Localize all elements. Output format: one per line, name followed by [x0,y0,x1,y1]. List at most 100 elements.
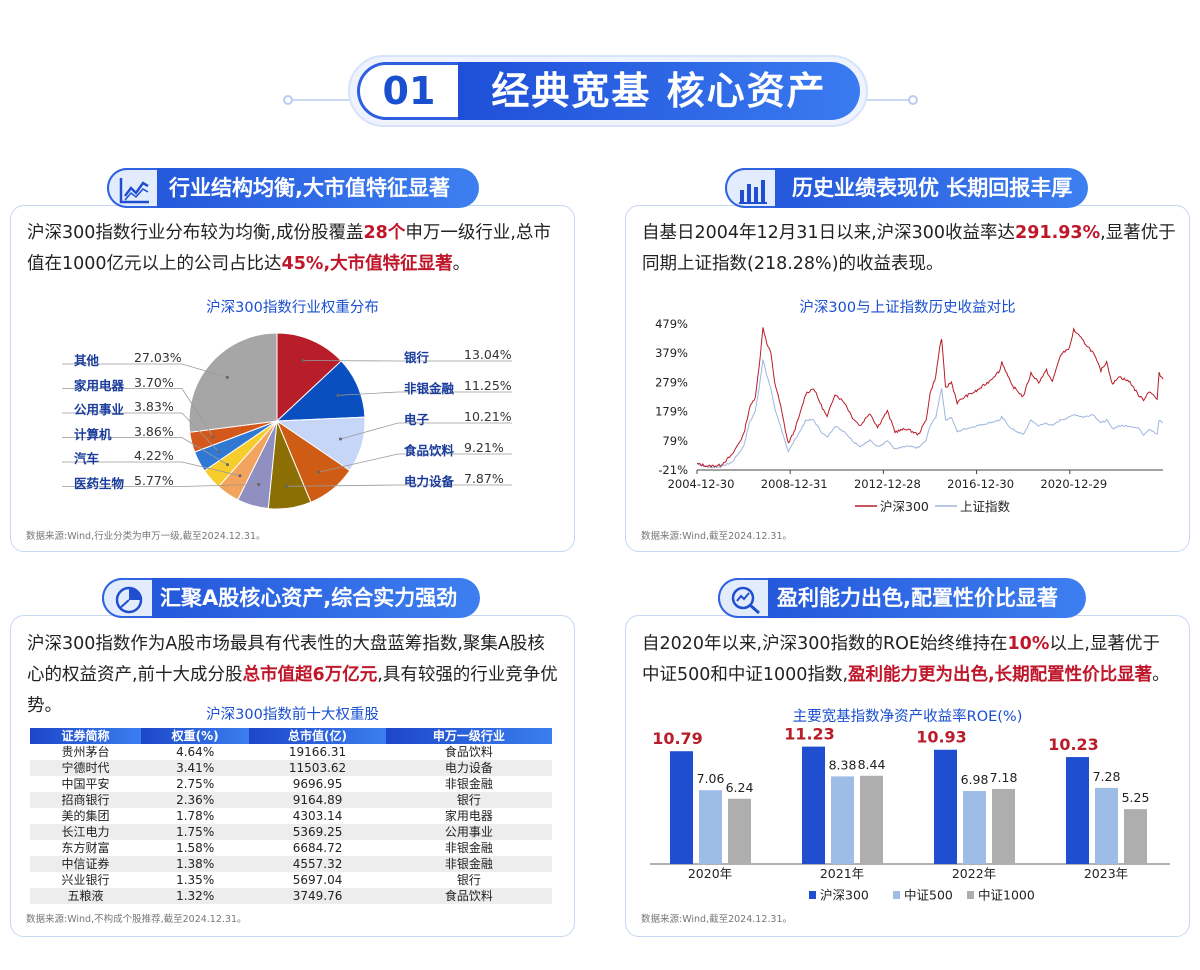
legend-swatch [893,891,900,899]
pie-legend-name: 家用电器 [74,377,125,393]
panel-industry-source: 数据来源:Wind,行业分类为申万一级,截至2024.12.31。 [26,531,266,542]
cell-industry: 非银金融 [385,856,552,872]
top-ten-holdings-table: 证券简称 权重(%) 总市值(亿) 申万一级行业 贵州茅台 4.64% 19166.… [30,728,552,904]
panel-roe-tab [718,578,1086,618]
pie-leader-line [62,437,228,465]
line-chart-title: 沪深300与上证指数历史收益对比 [799,300,1016,316]
cell-mktcap: 5697.04 [292,872,343,887]
pie-legend-name: 电子 [404,412,430,427]
x-tick-label: 2020-12-29 [1040,477,1107,491]
y-tick-label: 179% [655,405,688,419]
cell-industry: 公用事业 [385,824,552,840]
panel-history-title: 历史业绩表现优 长期回报丰厚 [792,176,1073,200]
pie-leader-dot [336,393,340,397]
cell-name: 宁德时代 [30,760,141,776]
pie-leader-line [62,412,219,452]
panel-industry-title: 行业结构均衡,大市值特征显著 [169,176,450,200]
bar-value-label: 5.25 [1122,790,1150,805]
legend-label: 沪深300 [880,499,929,514]
pie-chart-title: 沪深300指数行业权重分布 [206,300,379,316]
pie-leader-line [62,461,241,477]
pie-slice [276,332,343,423]
bar [728,798,751,864]
table-row: 兴业银行 1.35% 5697.04 银行 [30,872,552,888]
cell-name: 兴业银行 [61,872,110,887]
cell-industry: 银行 [385,792,552,808]
bar [831,776,854,864]
legend-swatch [967,891,974,899]
panel-roe-source: 数据来源:Wind,截至2024.12.31。 [641,914,792,925]
panel-core-assets-source: 数据来源:Wind,不构成个股推荐,截至2024.12.31。 [26,914,247,925]
panel-core-assets-text: 沪深300指数作为A股市场最具有代表性的大盘蓝筹指数,聚集A股核心的权益资产,前… [27,634,558,716]
cell-mktcap: 9696.95 [292,776,343,791]
pie-chart-icon [102,578,152,618]
bar-value-label: 10.23 [1048,735,1099,754]
panel-industry-tab [107,168,479,208]
legend-label: 中证500 [904,888,953,903]
bar-value-label: 7.18 [990,770,1018,785]
cell-name: 五粮液 [30,888,141,904]
table-row: 宁德时代 3.41% 11503.62 电力设备 [30,760,552,776]
bar [992,788,1015,864]
cell-mktcap: 4557.32 [249,856,386,872]
cell-industry: 家用电器 [444,808,493,823]
panel-core-assets-tab [102,578,480,618]
bar-value-label: 10.93 [916,728,967,747]
legend-label: 上证指数 [960,499,1011,514]
bar-value-label: 10.79 [652,729,703,748]
cell-name: 东方财富 [61,840,110,855]
pie-legend-value: 5.77% [134,472,174,488]
bar [1095,787,1118,864]
pie-legend-value: 27.03% [134,350,182,365]
bar [1124,809,1147,864]
bar-chart-icon [725,168,775,208]
pie-leader-dot [211,435,215,439]
x-tick-label: 2004-12-30 [668,477,735,491]
pie-leader-line [303,360,512,362]
cell-weight: 1.38% [140,856,250,872]
pie-legend-name: 计算机 [74,426,112,442]
cell-mktcap: 3749.76 [249,888,386,904]
cell-mktcap: 6684.72 [292,840,343,855]
pie-legend-value: 13.04% [464,347,512,362]
pie-leader-dot [225,375,229,379]
cell-industry: 食品饮料 [385,888,552,904]
pie-legend-value: 4.22% [134,448,174,463]
cell-weight: 3.41% [140,760,250,776]
y-tick-label: -21% [658,463,688,477]
header-line-left [290,99,350,101]
cell-name: 长江电力 [30,824,141,840]
cell-weight: 1.75% [140,824,250,840]
series-line [696,359,1164,469]
cell-weight: 4.64% [176,744,215,759]
cell-mktcap: 19166.31 [288,744,347,759]
table-header-weight: 权重(%) [140,728,250,744]
x-tick-label: 2020年 [688,866,732,881]
bar-chart-title: 主要宽基指数净资产收益率ROE(%) [792,709,1023,725]
pie-legend-name: 电力设备 [404,474,455,489]
line-chart-icon [107,168,157,208]
bar [934,749,957,864]
pie-legend-name: 医药生物 [74,475,125,491]
section-header: 01 经典宽基 核心资产 [0,0,1200,140]
pie-leader-dot [217,450,220,453]
cell-weight: 2.36% [140,792,250,808]
bar-value-label: 6.24 [726,780,754,795]
pie-leader-line [340,422,512,440]
header-dot-right [908,95,918,105]
pie-leader-line [337,391,512,396]
pie-leader-line [62,363,228,378]
table-row: 东方财富 1.58% 6684.72 非银金融 [30,840,552,856]
table-header-name: 证券简称 [30,728,141,744]
x-tick-label: 2008-12-31 [761,477,828,491]
cell-weight: 1.32% [140,888,250,904]
bar [1066,757,1089,864]
pie-legend-value: 9.21% [464,440,504,455]
panel-roe [625,615,1190,937]
cell-name: 中信证券 [30,856,141,872]
y-tick-label: 279% [655,375,688,389]
table-row: 贵州茅台 4.64% 19166.31 食品饮料 [30,744,552,760]
cell-industry: 非银金融 [444,840,493,855]
